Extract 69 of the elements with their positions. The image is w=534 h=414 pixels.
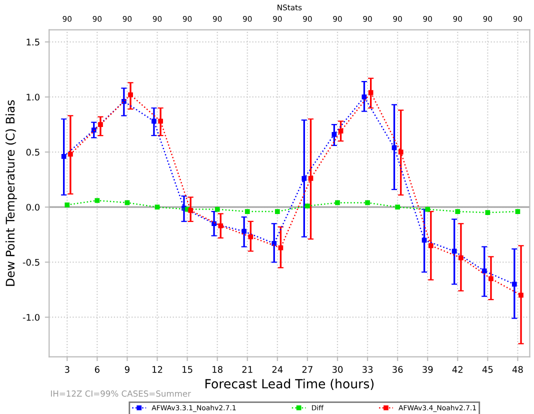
x-tick-label: 18 xyxy=(212,366,222,373)
point xyxy=(154,204,160,210)
text: IH=12Z CI=99% CASES=Summer xyxy=(51,390,191,397)
point xyxy=(482,268,487,274)
point xyxy=(485,210,490,216)
x-tick-label: 21 xyxy=(242,366,252,373)
point xyxy=(94,198,100,203)
x-tick-label: 12 xyxy=(152,366,162,373)
point xyxy=(515,209,520,214)
point xyxy=(452,248,457,254)
point xyxy=(68,152,73,157)
point xyxy=(188,208,194,213)
point xyxy=(365,200,370,206)
y-tick-label: 0.0 xyxy=(26,204,40,211)
point xyxy=(338,128,344,134)
point xyxy=(428,243,434,248)
point xyxy=(395,204,400,210)
point xyxy=(64,202,70,208)
point xyxy=(278,245,284,250)
x-tick-label: 48 xyxy=(512,366,523,373)
point xyxy=(392,145,397,150)
point xyxy=(308,176,314,181)
x-tick-label: 9 xyxy=(124,366,130,373)
point xyxy=(242,228,246,234)
x-tick-label: 15 xyxy=(182,366,192,373)
point xyxy=(274,209,280,214)
point xyxy=(332,132,337,137)
point xyxy=(248,234,254,240)
point xyxy=(218,223,224,228)
point xyxy=(425,206,430,212)
point xyxy=(98,122,103,127)
point xyxy=(488,276,494,282)
y-tick-label: -1.0 xyxy=(22,314,40,321)
point xyxy=(158,118,163,124)
point xyxy=(458,255,464,260)
x-tick-label: 24 xyxy=(272,366,283,373)
x-tick-label: 42 xyxy=(452,366,462,373)
point xyxy=(422,238,427,243)
y-axis-title: Dew Point Temperature (C) Bias xyxy=(6,100,17,286)
point xyxy=(61,154,66,159)
point xyxy=(335,200,340,206)
point xyxy=(455,209,460,214)
x-tick-label: 36 xyxy=(392,366,403,373)
y-tick-label: 1.5 xyxy=(26,38,40,46)
x-tick-label: 27 xyxy=(302,366,312,373)
point xyxy=(518,292,524,298)
point xyxy=(272,241,277,246)
point xyxy=(214,206,220,212)
y-tick-label: -0.5 xyxy=(22,258,40,266)
point xyxy=(124,200,130,206)
x-tick-label: 33 xyxy=(362,366,373,373)
x-tick-label: 30 xyxy=(332,366,343,373)
point xyxy=(305,204,310,208)
point xyxy=(512,282,517,287)
point xyxy=(91,128,96,132)
point xyxy=(398,150,404,154)
x-tick-label: 6 xyxy=(94,366,100,373)
point xyxy=(362,94,367,100)
point xyxy=(152,118,156,124)
x-tick-label: 45 xyxy=(482,366,493,373)
point xyxy=(244,209,250,214)
x-axis-title: Forecast Lead Time (hours) xyxy=(206,378,374,390)
point xyxy=(302,176,307,181)
x-tick-label: 39 xyxy=(422,366,433,373)
point xyxy=(368,90,374,96)
point xyxy=(128,92,133,98)
y-tick-label: 1.0 xyxy=(26,94,40,101)
x-tick-label: 3 xyxy=(64,366,70,373)
y-tick-label: 0.5 xyxy=(26,148,40,156)
